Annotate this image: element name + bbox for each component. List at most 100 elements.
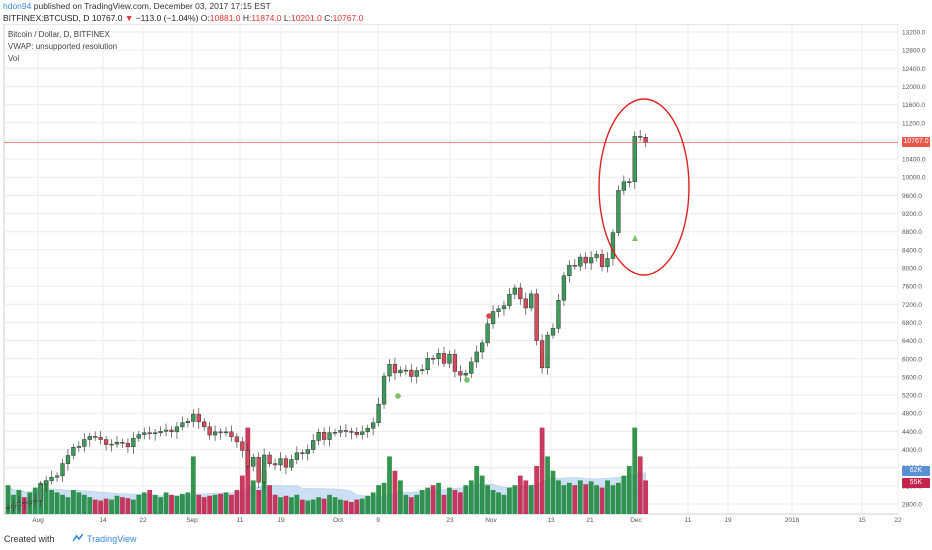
volume-bar	[5, 485, 11, 514]
volume-bar	[321, 498, 327, 514]
candle-body	[354, 432, 359, 435]
volume-bar	[81, 494, 87, 514]
close-label: C:	[324, 13, 333, 23]
candle-body	[534, 293, 539, 341]
volume-bar	[201, 497, 207, 514]
price-chart[interactable]: 2800.03200.03600.04000.04400.04800.05200…	[0, 24, 932, 528]
volume-bar	[403, 494, 409, 514]
candle	[583, 252, 588, 269]
candle	[158, 426, 163, 437]
footer: Created with TradingView	[0, 528, 932, 550]
candle	[109, 439, 114, 452]
volume-bar	[517, 475, 523, 514]
volume-bar	[218, 493, 223, 514]
author-link[interactable]: hdon94	[3, 1, 32, 11]
candle-body	[398, 369, 403, 374]
created-with-text: Created with	[4, 534, 55, 544]
candle	[365, 424, 370, 438]
candle	[458, 365, 463, 383]
candle	[485, 318, 490, 347]
y-tick-label: 12000.0	[902, 84, 926, 91]
candle-body	[120, 442, 125, 444]
volume-bar	[348, 502, 354, 514]
candle	[103, 435, 109, 451]
y-tick-label: 11200.0	[902, 120, 925, 127]
volume-bar	[354, 499, 360, 514]
candle-body	[71, 447, 76, 456]
volume-bar	[294, 494, 300, 514]
candle-body	[621, 181, 627, 191]
x-tick-label: 11	[237, 517, 244, 524]
candle-body	[272, 463, 278, 466]
candle-body	[251, 457, 256, 467]
candle	[430, 354, 436, 365]
candle-body	[485, 323, 490, 344]
candle	[240, 436, 245, 458]
candle	[349, 427, 354, 440]
candle-body	[529, 293, 534, 309]
candle	[627, 178, 632, 188]
volume-bar	[136, 494, 142, 514]
volume-bar	[370, 492, 376, 514]
volume-bar	[512, 485, 518, 514]
candle-body	[98, 437, 103, 440]
candle-body	[578, 256, 583, 267]
volume-bar	[141, 492, 147, 514]
candle	[218, 428, 223, 440]
volume-bar	[43, 480, 49, 514]
candle	[131, 431, 136, 454]
candle-body	[103, 439, 109, 445]
volume-bar	[583, 484, 589, 514]
x-tick-label: 22	[894, 517, 902, 524]
candle-body	[60, 463, 65, 477]
x-tick-label: 19	[277, 517, 285, 524]
candle-body	[545, 334, 550, 369]
volume-bar	[327, 494, 332, 514]
candle	[469, 356, 474, 379]
candle-body	[550, 328, 556, 336]
candle-body	[321, 432, 327, 440]
legend-title: Bitcoin / Dollar, D, BITFINEX	[8, 30, 110, 39]
candle-body	[365, 427, 370, 433]
candle	[360, 425, 365, 440]
candle	[371, 417, 376, 436]
volume-bar	[299, 499, 305, 514]
candle	[561, 272, 567, 307]
volume-bar	[577, 480, 583, 514]
publish-text: published on TradingView.com, December 0…	[33, 1, 271, 11]
candle	[147, 426, 152, 440]
candle-body	[245, 450, 250, 467]
candle-body	[436, 353, 441, 360]
volume-bar	[539, 427, 545, 514]
candle	[142, 427, 147, 440]
y-tick-label: 8800.0	[902, 229, 922, 236]
volume-bar	[229, 494, 234, 514]
candle-body	[169, 429, 174, 433]
chart-area[interactable]: 2800.03200.03600.04000.04400.04800.05200…	[0, 24, 932, 528]
candle	[332, 428, 338, 437]
candle	[294, 446, 300, 465]
volume-bar	[507, 487, 512, 514]
y-tick-label: 5600.0	[902, 374, 922, 381]
x-tick-label: Nov	[485, 517, 497, 524]
volume-bar	[109, 499, 114, 514]
volume-bar	[430, 485, 436, 514]
candle-body	[76, 446, 81, 448]
tradingview-brand-link[interactable]: TradingView	[87, 534, 137, 544]
candle-body	[22, 502, 27, 504]
volume-bar	[250, 480, 256, 514]
candle-body	[605, 258, 610, 267]
volume-bar	[272, 494, 278, 514]
volume-bar	[130, 499, 136, 514]
buy-signal-dot	[395, 393, 401, 399]
volume-bar	[534, 466, 540, 514]
low-label: L:	[283, 13, 291, 23]
candle-body	[583, 256, 588, 264]
candle	[223, 426, 229, 437]
volume-bar	[463, 485, 469, 514]
candle-body	[234, 436, 240, 443]
candle-body	[371, 422, 376, 429]
candle	[343, 424, 349, 438]
candle	[283, 454, 289, 475]
y-tick-label: 7200.0	[902, 302, 922, 309]
